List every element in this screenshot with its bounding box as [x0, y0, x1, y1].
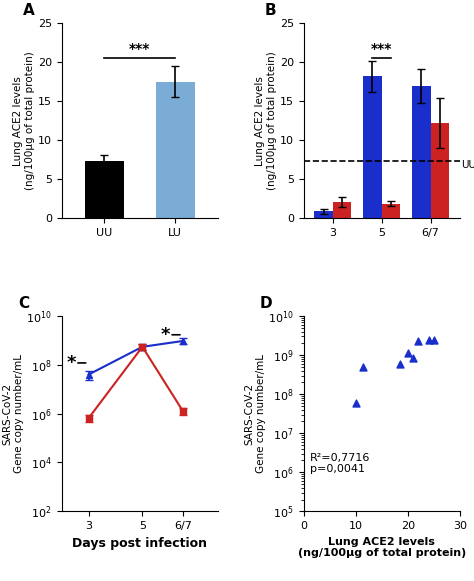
Point — [396, 359, 404, 368]
Text: D: D — [260, 296, 273, 311]
Text: R²=0,7716
p=0,0041: R²=0,7716 p=0,0041 — [310, 453, 370, 474]
Point — [404, 349, 411, 358]
Text: C: C — [18, 296, 29, 311]
Bar — [363, 76, 382, 218]
Bar — [430, 123, 449, 218]
Bar — [155, 82, 195, 218]
X-axis label: Days post infection: Days post infection — [72, 537, 207, 550]
Y-axis label: SARS-CoV-2
Gene copy number/mL: SARS-CoV-2 Gene copy number/mL — [2, 354, 24, 473]
Point — [425, 335, 432, 344]
Bar — [314, 211, 333, 218]
Y-axis label: Lung ACE2 levels
(ng/100μg of total protein): Lung ACE2 levels (ng/100μg of total prot… — [255, 52, 277, 190]
Text: ***: *** — [371, 42, 392, 56]
Y-axis label: SARS-CoV-2
Gene copy number/mL: SARS-CoV-2 Gene copy number/mL — [244, 354, 265, 473]
Text: ***: *** — [129, 42, 150, 56]
Point — [360, 362, 367, 371]
Text: *: * — [66, 354, 76, 372]
Bar — [333, 202, 351, 218]
Text: B: B — [264, 3, 276, 19]
Y-axis label: Lung ACE2 levels
(ng/100μg of total protein): Lung ACE2 levels (ng/100μg of total prot… — [13, 52, 35, 190]
Bar — [85, 162, 124, 218]
Point — [409, 353, 417, 363]
Point — [430, 336, 438, 345]
Point — [352, 398, 359, 407]
Text: A: A — [23, 3, 34, 19]
X-axis label: Lung ACE2 levels
(ng/100μg of total protein): Lung ACE2 levels (ng/100μg of total prot… — [298, 537, 466, 558]
Point — [414, 336, 422, 346]
Bar — [382, 203, 400, 218]
Text: *: * — [161, 326, 170, 344]
Text: UU: UU — [461, 160, 474, 170]
Bar — [412, 86, 430, 218]
